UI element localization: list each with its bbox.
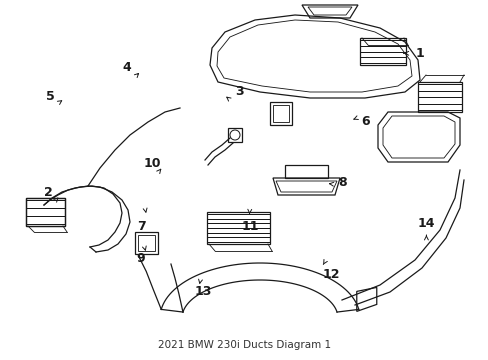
Text: 6: 6 xyxy=(361,115,369,128)
Text: 13: 13 xyxy=(194,285,211,298)
Text: 14: 14 xyxy=(417,217,434,230)
Text: 4: 4 xyxy=(122,61,131,74)
Text: 9: 9 xyxy=(136,252,145,265)
Text: 8: 8 xyxy=(337,176,346,189)
Text: 11: 11 xyxy=(241,220,259,233)
Text: 2021 BMW 230i Ducts Diagram 1: 2021 BMW 230i Ducts Diagram 1 xyxy=(158,340,330,350)
Text: 2: 2 xyxy=(43,186,52,199)
Text: 1: 1 xyxy=(414,47,423,60)
Text: 7: 7 xyxy=(137,220,146,233)
Text: 12: 12 xyxy=(322,268,340,281)
Text: 5: 5 xyxy=(46,90,55,103)
Text: 10: 10 xyxy=(143,157,161,170)
Text: 3: 3 xyxy=(235,85,244,98)
